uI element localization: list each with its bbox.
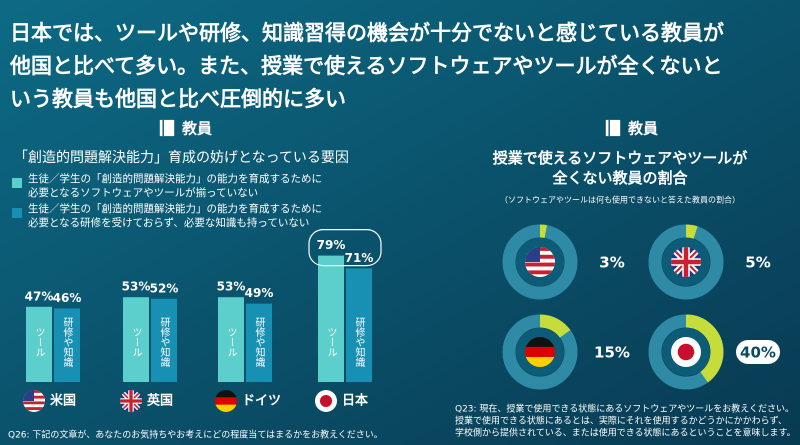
- footnote: Q26: 下記の文章が、あなたのお気持ちやお考えにどの程度当てはまるかをお教えく…: [8, 429, 383, 441]
- legend-text: 生徒／学生の「創造的問題解決能力」の能力を育成するために必要となる研修を受けてお…: [28, 203, 322, 229]
- flag: [120, 390, 142, 412]
- flag: [671, 247, 701, 277]
- value-label: 40%: [740, 344, 776, 362]
- legend-text-box: 生徒／学生の「創造的問題解決能力」の能力を育成するために必要となるソフトウェアや…: [28, 173, 322, 199]
- bar-text: 研修や知識: [158, 317, 170, 368]
- chart-title: 「創造的問題解決能力」育成の妨げとなっている要因: [14, 150, 349, 166]
- highlight-box: [308, 229, 382, 267]
- footnote: Q23: 現在、授業で使用できる状態にあるソフトウェアやツールをお教えください。: [455, 403, 794, 415]
- donut-arc: [502, 314, 578, 390]
- flag: [23, 390, 45, 412]
- icon: [159, 119, 175, 137]
- bar-text: 研修や知識: [253, 317, 265, 368]
- bar-text: ツール: [130, 327, 142, 357]
- value-label: 71%: [345, 251, 374, 265]
- bar: [123, 297, 149, 382]
- bar: [26, 306, 52, 382]
- flag: [671, 337, 701, 367]
- bar-text: ツール: [225, 327, 237, 357]
- footnote: 授業で使用できる状態にあるとは、実際にそれを使用するかどうかにかかわらず、: [455, 415, 787, 427]
- chart-title: 授業で使えるソフトウェアやツールが全くない教員の割合: [492, 149, 748, 187]
- title-line: 日本では、ツールや研修、知識習得の機会が十分でないと感じている教員が: [10, 21, 724, 45]
- bar-text: 研修や知識: [61, 317, 73, 368]
- value-label: 46%: [53, 291, 82, 305]
- value-label: 79%: [317, 238, 346, 252]
- footnote: 学校側から提供されている、または使用できる状態にあるということを意味します。: [455, 427, 796, 439]
- value-label: 53%: [122, 280, 151, 294]
- x-tick-label: ドイツ: [242, 394, 281, 409]
- bar: [151, 298, 177, 382]
- donut-arc: [648, 224, 724, 300]
- bar: [54, 308, 80, 382]
- chart-title-box: 授業で使えるソフトウェアやツールが全くない教員の割合: [492, 149, 748, 187]
- value-label: 47%: [25, 289, 54, 303]
- donut-arc: [502, 224, 578, 300]
- icon: [605, 119, 621, 137]
- bar-text: 研修や知識: [353, 317, 365, 368]
- title-line: いう教員も他国と比べ圧倒的に多い: [10, 87, 346, 111]
- legend-swatch: [12, 208, 22, 218]
- section-label: 教員: [181, 120, 212, 138]
- x-tick-label: 米国: [50, 393, 76, 409]
- value-label: 5%: [745, 254, 770, 272]
- bar: [246, 303, 272, 382]
- bar: [346, 268, 372, 382]
- value-label: 53%: [217, 280, 246, 294]
- flag: [525, 247, 555, 277]
- value-label: 15%: [594, 344, 630, 362]
- highlight-pill: [736, 340, 780, 364]
- bar-text: ツール: [33, 327, 45, 357]
- x-tick-label: 英国: [146, 393, 173, 409]
- value-label: 3%: [599, 254, 624, 272]
- value-label: 49%: [245, 286, 274, 300]
- flag: [315, 390, 337, 412]
- title-line: 他国と比べて多い。また、授業で使えるソフトウェアやツールが全くないと: [9, 54, 723, 78]
- bar: [218, 297, 244, 382]
- legend-swatch: [12, 178, 22, 188]
- x-tick-label: 日本: [342, 393, 368, 409]
- value-label: 52%: [150, 281, 179, 295]
- section-label: 教員: [627, 120, 658, 138]
- legend-text: 生徒／学生の「創造的問題解決能力」の能力を育成するために必要となるソフトウェアや…: [28, 173, 322, 199]
- chart-subtitle: （ソフトウェアやツールは何も使用できないと答えた教員の割合）: [500, 195, 740, 205]
- bar-text: ツール: [325, 327, 337, 357]
- legend-text-box: 生徒／学生の「創造的問題解決能力」の能力を育成するために必要となる研修を受けてお…: [28, 203, 322, 229]
- bar: [318, 255, 344, 382]
- donut-arc: [648, 314, 724, 390]
